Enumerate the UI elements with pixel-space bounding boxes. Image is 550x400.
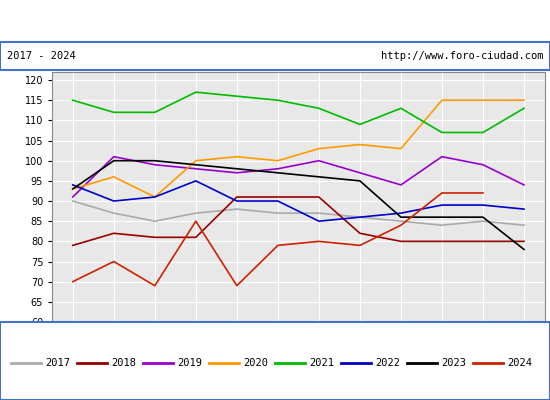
- Text: 2020: 2020: [244, 358, 268, 368]
- Text: http://www.foro-ciudad.com: http://www.foro-ciudad.com: [381, 51, 543, 61]
- Text: 2018: 2018: [112, 358, 136, 368]
- Text: 2017: 2017: [46, 358, 70, 368]
- Text: 2023: 2023: [442, 358, 466, 368]
- Text: 2022: 2022: [376, 358, 400, 368]
- Text: 2019: 2019: [178, 358, 202, 368]
- Text: 2024: 2024: [508, 358, 532, 368]
- Text: Evolucion del paro registrado en Les Coves de Vinromà: Evolucion del paro registrado en Les Cov…: [53, 14, 497, 28]
- Text: 2017 - 2024: 2017 - 2024: [7, 51, 75, 61]
- Text: 2021: 2021: [310, 358, 334, 368]
